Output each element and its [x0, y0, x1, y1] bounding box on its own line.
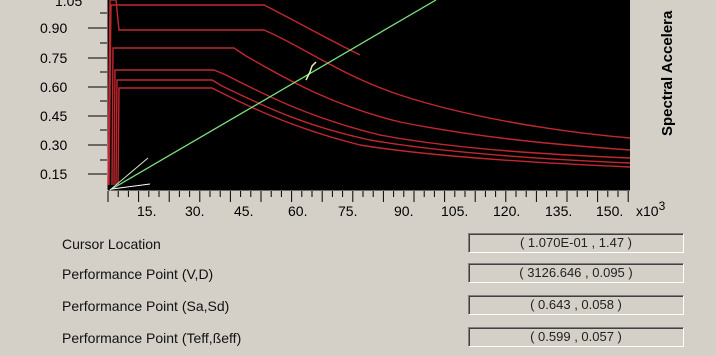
capacity-line-base [111, 183, 151, 190]
demand-curve-2 [111, 47, 631, 186]
demand-curve-3 [113, 69, 631, 186]
cursor-location-value: ( 1.070E-01 , 1.47 ) [468, 233, 684, 253]
x-tick-label: 105. [441, 203, 468, 219]
performance-point-marker [305, 61, 317, 81]
x-tick-label: 90. [394, 203, 413, 219]
x-tick-label: 120. [493, 203, 520, 219]
perf-point-vd-value: ( 3126.646 , 0.095 ) [468, 263, 684, 283]
x-tick-label: 75. [338, 203, 357, 219]
perf-point-sasd-label: Performance Point (Sa,Sd) [62, 298, 230, 314]
capacity-line-short [109, 157, 149, 191]
cursor-location-label: Cursor Location [62, 236, 161, 252]
y-ticks [88, 12, 107, 175]
capacity-line [109, 0, 437, 191]
x-tick-label: 150. [596, 203, 623, 219]
x-tick-label: 135. [545, 203, 572, 219]
x-ticks [107, 191, 629, 202]
x-tick-label: 30. [185, 203, 204, 219]
x-tick-label: 45. [234, 203, 253, 219]
info-row-perf-teff: Performance Point (Teff,ßeff) ( 0.599 , … [0, 326, 716, 352]
perf-point-sasd-value: ( 0.643 , 0.058 ) [468, 295, 684, 315]
info-row-perf-vd: Performance Point (V,D) ( 3126.646 , 0.0… [0, 262, 716, 288]
plot-area [108, 0, 630, 190]
y-axis-label: Spectral Accelera [659, 10, 676, 136]
x-tick-label: 60. [288, 203, 307, 219]
perf-point-teff-value: ( 0.599 , 0.057 ) [468, 327, 684, 347]
x-multiplier: x103 [636, 199, 666, 219]
demand-curve-6 [108, 4, 361, 186]
y-tick-label: 0.60 [40, 79, 67, 95]
y-tick-label: 1.05 [55, 0, 82, 9]
demand-curve-5 [117, 87, 631, 186]
demand-curve-4 [115, 79, 631, 186]
y-tick-label: 0.15 [40, 166, 67, 182]
x-tick-label: 15. [137, 203, 156, 219]
y-tick-label: 0.30 [40, 137, 67, 153]
y-tick-label: 0.75 [40, 50, 67, 66]
demand-curve-1 [107, 0, 631, 186]
perf-point-teff-label: Performance Point (Teff,ßeff) [62, 330, 242, 346]
y-tick-label: 0.90 [40, 20, 67, 36]
capacity-spectrum-plot[interactable]: 1.05 0.90 0.75 0.60 0.45 0.30 0.15 15. 3… [0, 0, 716, 230]
info-row-perf-sa: Performance Point (Sa,Sd) ( 0.643 , 0.05… [0, 294, 716, 320]
y-tick-label: 0.45 [40, 108, 67, 124]
perf-point-vd-label: Performance Point (V,D) [62, 266, 214, 282]
info-row-cursor: Cursor Location ( 1.070E-01 , 1.47 ) [0, 232, 716, 258]
